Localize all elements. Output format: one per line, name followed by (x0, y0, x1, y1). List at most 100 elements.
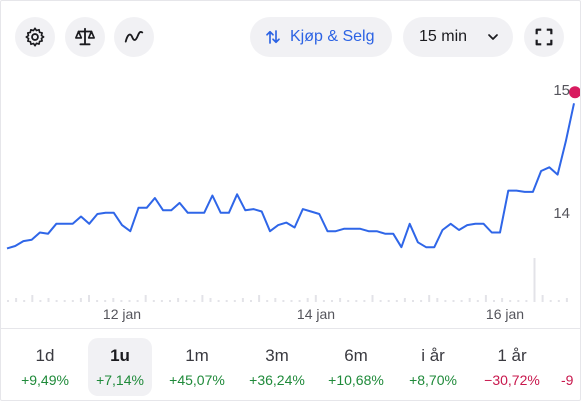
volume-bar (169, 300, 171, 302)
scale-icon (75, 27, 95, 46)
volume-bar (468, 298, 471, 302)
volume-bar (371, 295, 374, 302)
chevron-down-icon (488, 34, 498, 40)
volume-bar (258, 295, 261, 302)
volume-bar (193, 300, 196, 302)
y-tick-label: 15 (553, 82, 570, 99)
period-label: 6m (344, 346, 368, 365)
volume-bar (322, 300, 325, 302)
period-change: +9,49% (21, 372, 69, 388)
volume-bar (282, 300, 285, 302)
volume-bar (241, 298, 244, 302)
volume-bar (266, 300, 269, 302)
settings-button[interactable] (15, 17, 55, 57)
x-tick-label: 14 jan (296, 306, 336, 322)
last-price-marker (569, 86, 580, 99)
volume-bar (387, 300, 390, 302)
volume-bar (7, 300, 9, 302)
volume-bar (412, 300, 414, 302)
volume-bar (541, 295, 544, 302)
period-label (561, 346, 580, 366)
price-chart-plot (6, 86, 580, 302)
period-label: 1m (185, 346, 209, 365)
volume-bar (331, 300, 333, 302)
volume-bar (31, 295, 34, 302)
volume-bar (217, 300, 220, 302)
price-chart[interactable]: 15 14 12 jan 14 jan 16 jan (1, 67, 580, 329)
period-next[interactable]: -9 (561, 338, 580, 396)
period-change: +7,14% (96, 372, 144, 388)
volume-bar (452, 300, 455, 302)
volume-bar (525, 300, 528, 302)
volume-bar (136, 300, 139, 302)
buy-sell-label: Kjøp & Selg (290, 28, 375, 45)
fullscreen-button[interactable] (524, 17, 564, 57)
volume-bar (104, 300, 107, 302)
period-change: +8,70% (409, 372, 457, 388)
period-1m[interactable]: 1m +45,07% (165, 338, 229, 396)
volume-bar (39, 300, 42, 302)
period-label: i år (421, 346, 445, 365)
volume-bar (476, 300, 479, 302)
volume-bar (274, 298, 277, 302)
volume-bar (128, 300, 131, 302)
volume-bar (501, 298, 504, 302)
volume-bar (428, 295, 431, 302)
price-line (6, 103, 575, 250)
volume-bar (363, 300, 366, 302)
volume-bar (347, 300, 350, 302)
volume-bar (460, 300, 463, 302)
volume-bar (533, 258, 536, 302)
volume-bar (233, 300, 236, 302)
period-1u[interactable]: 1u +7,14% (88, 338, 152, 396)
interval-value: 15 min (419, 28, 468, 45)
compare-button[interactable] (65, 17, 105, 57)
period-label: 1u (110, 346, 130, 365)
chart-toolbar: Kjøp & Selg 15 min (1, 15, 580, 59)
period-1y[interactable]: 1 år −30,72% (480, 338, 544, 396)
buy-sell-button[interactable]: Kjøp & Selg (250, 17, 392, 57)
volume-bar (160, 300, 163, 302)
volume-bar (201, 295, 204, 302)
period-6m[interactable]: 6m +10,68% (324, 338, 388, 396)
volume-bar (15, 298, 18, 302)
period-3m[interactable]: 3m +36,24% (245, 338, 309, 396)
period-ytd[interactable]: i år +8,70% (401, 338, 465, 396)
period-change: +45,07% (169, 372, 225, 388)
period-label: 3m (265, 346, 289, 365)
y-tick-label: 14 (553, 205, 570, 222)
wave-icon (124, 31, 144, 43)
volume-bar (395, 300, 398, 302)
volume-bar (355, 300, 358, 302)
volume-bar (420, 300, 423, 302)
volume-bar (96, 300, 99, 302)
volume-bar (379, 300, 382, 302)
indicator-button[interactable] (114, 17, 154, 57)
volume-bar (55, 300, 58, 302)
volume-bar (509, 300, 512, 302)
volume-bar (144, 295, 147, 302)
volume-bar (549, 300, 552, 302)
volume-bar (71, 300, 74, 302)
volume-bar (47, 298, 50, 302)
volume-bar (306, 298, 309, 302)
interval-select[interactable]: 15 min (403, 17, 513, 57)
volume-bar (63, 300, 66, 302)
swap-arrows-icon (266, 30, 280, 44)
period-1d[interactable]: 1d +9,49% (13, 338, 77, 396)
volume-bar (120, 300, 123, 302)
volume-bar (484, 295, 487, 302)
period-change: −30,72% (484, 372, 540, 388)
period-change: +36,24% (249, 372, 305, 388)
gear-icon (25, 27, 45, 47)
volume-bar (152, 300, 155, 302)
volume-bar (517, 300, 520, 302)
volume-bar (557, 300, 560, 302)
period-change: -9 (561, 372, 574, 388)
volume-bar (403, 298, 406, 302)
volume-bar (436, 298, 439, 302)
volume-bar (177, 298, 180, 302)
period-label: 1 år (497, 346, 527, 365)
period-label: 1d (35, 346, 55, 365)
